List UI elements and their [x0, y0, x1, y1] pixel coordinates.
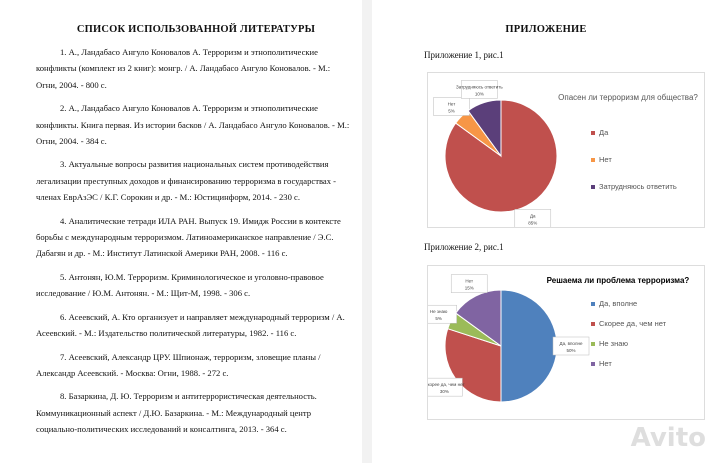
svg-text:30%: 30% [440, 389, 449, 394]
reference-item: 1. А., Ландабасо Ангуло Коновалов А. Тер… [36, 47, 331, 90]
svg-text:5%: 5% [448, 109, 455, 114]
legend-marker [591, 322, 595, 326]
appendix-page: ПРИЛОЖЕНИЕ Приложение 1, рис.1 Опасен ли… [372, 0, 720, 463]
legend-entry: Нет [599, 155, 612, 164]
svg-text:Да, вполне: Да, вполне [560, 341, 583, 346]
data-label: Не знаю 5% [428, 304, 457, 324]
legend-marker [591, 158, 595, 162]
reference-item: 2. А., Ландабасо Ангуло Коновалов А. Тер… [36, 103, 350, 147]
references-list: 1. А., Ландабасо Ангуло Коновалов А. Тер… [36, 44, 352, 445]
pie-chart-2: Решаема ли проблема терроризма? Да, вполн… [427, 265, 705, 420]
data-label: Нет 15% [450, 274, 488, 293]
legend-entry: Скорее да, чем нет [599, 319, 667, 328]
legend-marker [591, 342, 595, 346]
reference-item: 5. Антонян, Ю.М. Терроризм. Криминологич… [36, 271, 324, 299]
caption-1: Приложение 1, рис.1 [424, 50, 504, 60]
svg-text:Нет: Нет [465, 279, 473, 284]
reference-item: 8. Базаркина, Д. Ю. Терроризм и антитерр… [36, 391, 317, 435]
watermark-logo: Avito [630, 423, 706, 453]
svg-text:Не знаю: Не знаю [430, 309, 448, 314]
reference-item: 6. Асеевский, А. Кто организует и направ… [36, 311, 345, 339]
data-label: Затрудняюсь ответить 10% [456, 80, 503, 99]
legend-marker [591, 185, 595, 189]
svg-text:Скорее да, чем нет: Скорее да, чем нет [428, 382, 464, 387]
pie-chart-1: Опасен ли терроризм для общества? Да 85% Да… [427, 72, 705, 228]
data-label: Да 85% [514, 209, 552, 227]
reference-item: 4. Аналитические тетради ИЛА РАН. Выпуск… [36, 215, 341, 259]
caption-2: Приложение 2, рис.1 [424, 242, 504, 252]
references-title: СПИСОК ИСПОЛЬЗОВАННОЙ ЛИТЕРАТУРЫ [76, 24, 316, 35]
reference-item: 7. Асеевский, Александр ЦРУ. Шпионаж, те… [36, 351, 321, 378]
svg-text:Затрудняюсь ответить: Затрудняюсь ответить [456, 84, 503, 89]
chart-title: Опасен ли терроризм для общества? [558, 93, 698, 102]
references-page: СПИСОК ИСПОЛЬЗОВАННОЙ ЛИТЕРАТУРЫ 1. А., … [0, 0, 362, 463]
svg-text:50%: 50% [566, 348, 575, 353]
svg-text:5%: 5% [435, 316, 442, 321]
data-label: Нет 5% [433, 97, 470, 116]
pie-slice [454, 289, 502, 347]
legend-entry: Затрудняюсь ответить [599, 182, 677, 191]
pie-slice [500, 289, 558, 403]
svg-text:Нет: Нет [448, 102, 456, 107]
legend-entry: Нет [599, 359, 612, 368]
legend-entry: Да [599, 128, 609, 137]
pie-slice [467, 99, 502, 158]
svg-text:Да: Да [530, 213, 536, 218]
svg-text:15%: 15% [465, 286, 474, 291]
legend-marker [591, 131, 595, 135]
chart-title: Решаема ли проблема терроризма? [547, 276, 690, 285]
data-label: Да, вполне 50% [552, 336, 590, 356]
appendix-title: ПРИЛОЖЕНИЕ [505, 24, 587, 35]
legend-marker [591, 362, 595, 366]
legend-entry: Да, вполне [599, 299, 637, 308]
svg-text:10%: 10% [475, 91, 484, 96]
reference-item: 3. Актуальные вопросы развития националь… [36, 159, 337, 203]
legend-marker [591, 302, 595, 306]
data-label: Скорее да, чем нет 30% [428, 377, 464, 397]
legend-entry: Не знаю [599, 339, 628, 348]
svg-text:85%: 85% [528, 220, 537, 225]
